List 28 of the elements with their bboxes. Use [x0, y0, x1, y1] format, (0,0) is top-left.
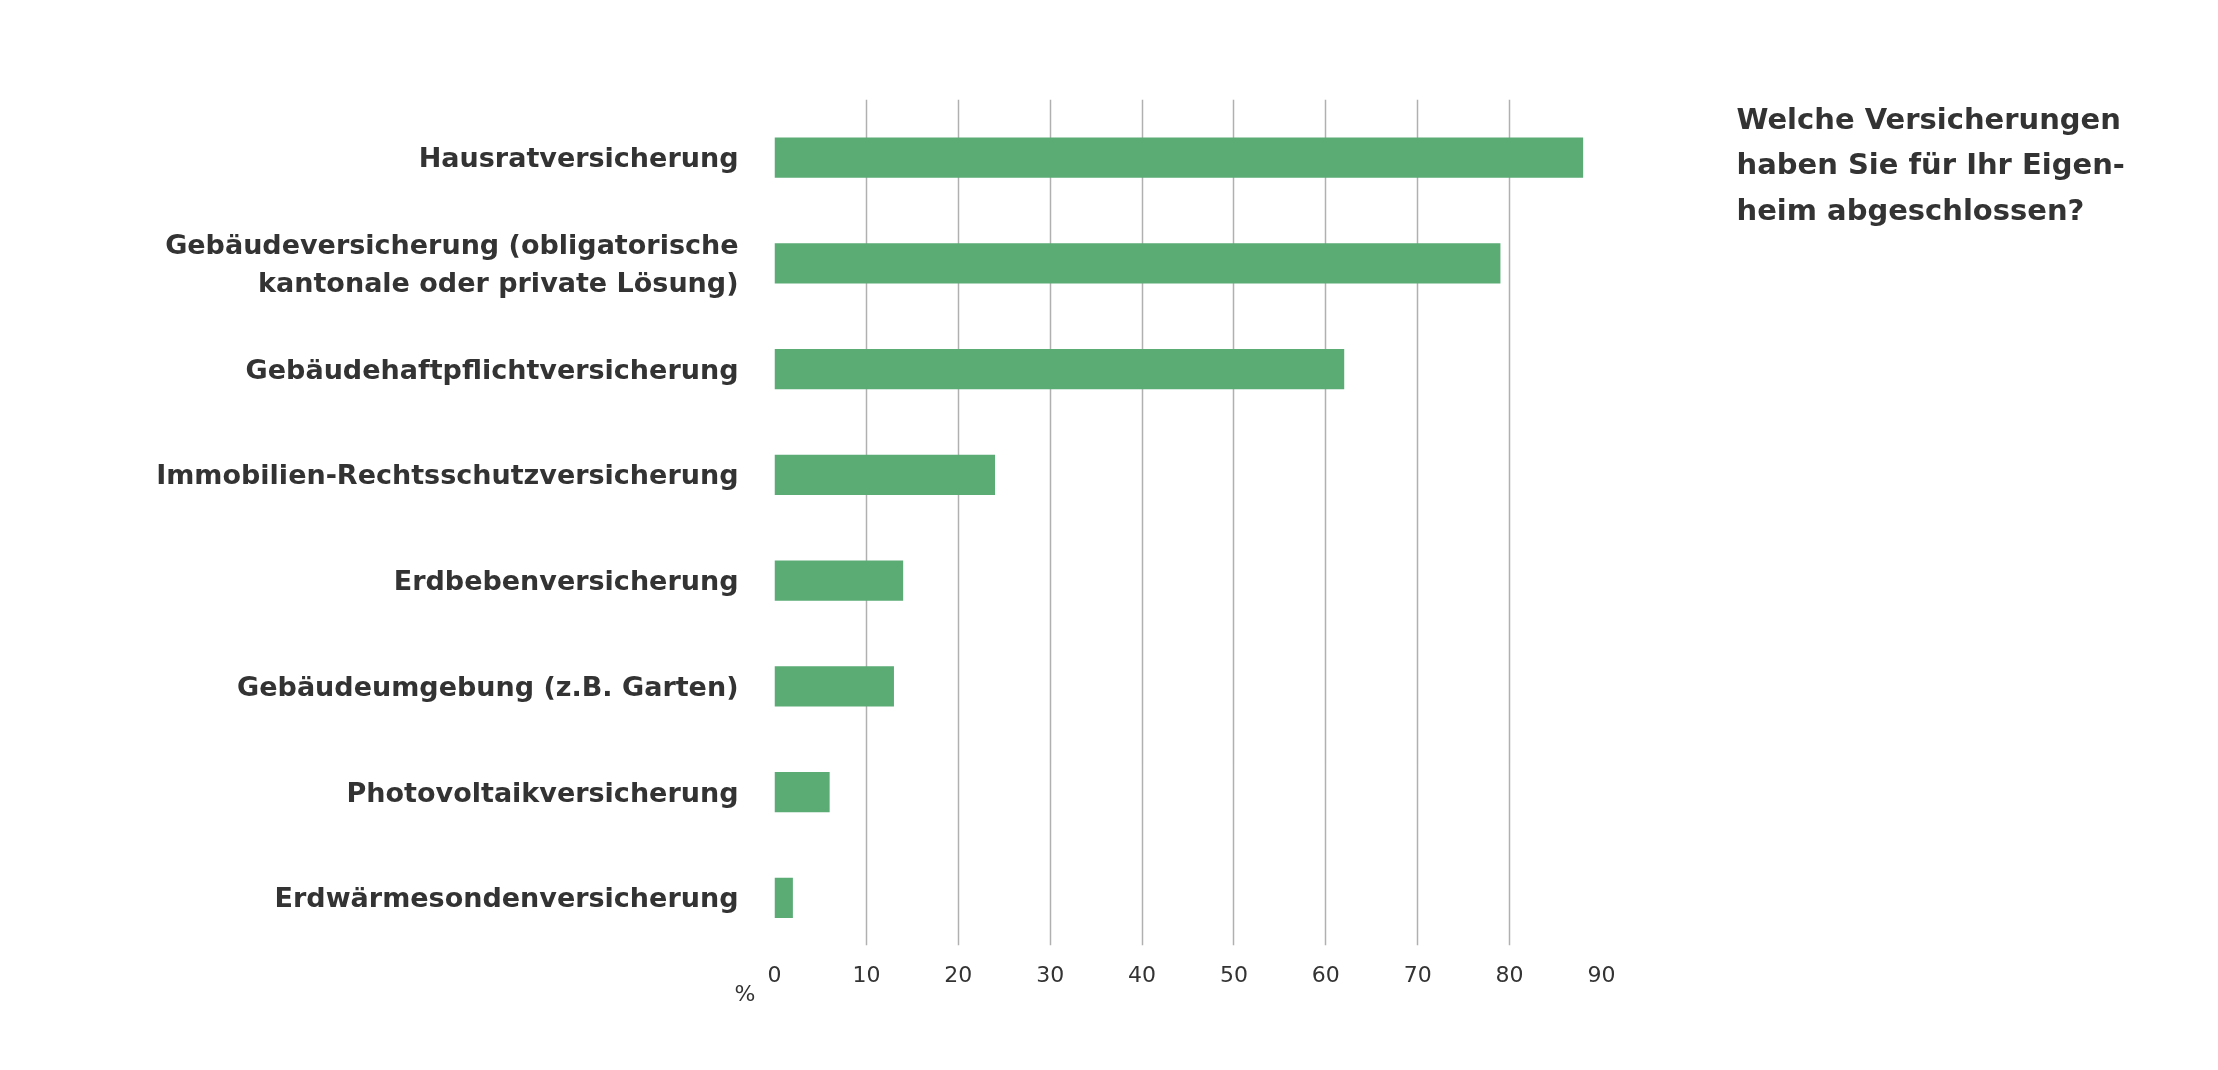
y-tick-label: Immobilien-Rechtsschutzversicherung	[156, 459, 739, 491]
x-tick-label: 0	[767, 961, 782, 987]
x-tick-label: 10	[852, 961, 881, 987]
x-tick-label: 70	[1403, 961, 1432, 987]
bar	[774, 243, 1501, 284]
x-tick-label: 20	[944, 961, 973, 987]
x-tick-label: 80	[1495, 961, 1524, 987]
x-tick-label: 90	[1587, 961, 1616, 987]
y-tick-label: Hausratversicherung	[418, 142, 739, 174]
y-tick-label: Photovoltaikversicherung	[346, 776, 739, 808]
x-tick-label: 30	[1036, 961, 1065, 987]
y-tick-label: Gebäudeversicherung (obligatorische kantonale oder private Lösung)	[165, 229, 739, 298]
x-axis-title: %	[734, 980, 756, 1006]
y-tick-label: Erdwärmesondenversicherung	[274, 882, 739, 914]
bar	[774, 772, 830, 813]
bar	[774, 137, 1584, 178]
bar	[774, 454, 996, 496]
y-tick-label: Gebäudeumgebung (z.B. Garten)	[237, 670, 739, 702]
x-tick-label: 40	[1128, 961, 1157, 987]
x-tick-label: 50	[1219, 961, 1248, 987]
bar	[774, 560, 904, 601]
text: Welche Versicherungen haben Sie für Ihr Eigen- heim abgeschlossen?	[1736, 101, 2125, 228]
x-tick-label: 60	[1311, 961, 1340, 987]
y-tick-label: Gebäudehaftpflichtversicherung	[245, 353, 739, 385]
bar	[774, 666, 894, 707]
bar	[774, 877, 793, 919]
bar	[774, 349, 1345, 390]
y-tick-label: Erdbebenversicherung	[393, 565, 739, 597]
